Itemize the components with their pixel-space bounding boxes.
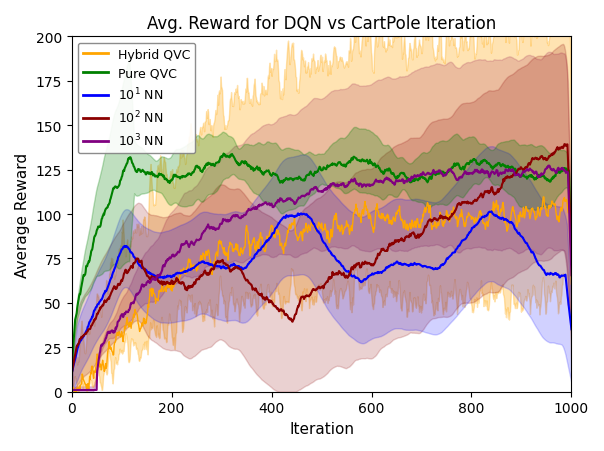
Legend: Hybrid QVC, Pure QVC, $10^1$ NN, $10^2$ NN, $10^3$ NN: Hybrid QVC, Pure QVC, $10^1$ NN, $10^2$ … [78, 43, 195, 154]
X-axis label: Iteration: Iteration [289, 421, 354, 436]
Title: Avg. Reward for DQN vs CartPole Iteration: Avg. Reward for DQN vs CartPole Iteratio… [147, 15, 496, 33]
Y-axis label: Average Reward: Average Reward [15, 152, 30, 277]
